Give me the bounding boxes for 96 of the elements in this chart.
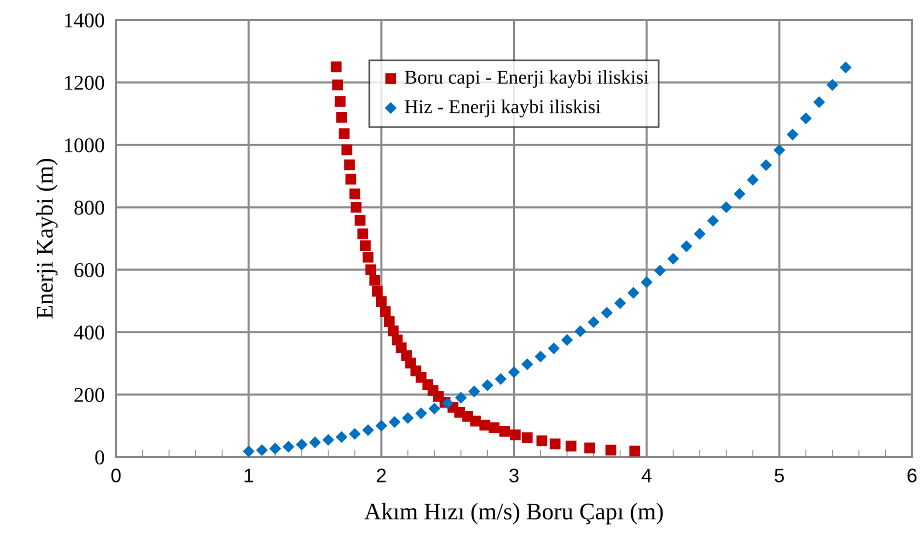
point xyxy=(521,358,534,370)
point xyxy=(349,188,360,200)
point xyxy=(629,446,640,456)
x-tick-label: 2 xyxy=(376,468,386,482)
point xyxy=(357,228,368,240)
point xyxy=(760,159,772,172)
point xyxy=(482,379,494,392)
x-tick-label: 4 xyxy=(642,468,652,482)
point xyxy=(499,426,510,437)
point xyxy=(786,128,798,140)
point xyxy=(415,407,428,420)
point xyxy=(330,61,342,72)
point xyxy=(375,420,388,432)
legend-label: Boru capi - Enerji kaybi iliskisi xyxy=(404,70,649,88)
point xyxy=(550,438,561,450)
point xyxy=(614,297,626,310)
point xyxy=(341,144,352,156)
point xyxy=(282,440,294,453)
point xyxy=(344,159,355,170)
y-tick-label: 0 xyxy=(95,450,104,464)
point xyxy=(296,438,308,450)
x-tick-label: 0 xyxy=(111,468,121,482)
point xyxy=(548,342,560,354)
point xyxy=(826,79,838,91)
point xyxy=(269,442,282,454)
point xyxy=(362,252,374,263)
point xyxy=(584,442,595,454)
point xyxy=(338,128,350,139)
point xyxy=(840,62,852,74)
point xyxy=(345,174,356,185)
point xyxy=(694,228,706,240)
point xyxy=(588,316,600,328)
point xyxy=(508,366,520,378)
point xyxy=(667,252,680,265)
point xyxy=(600,306,613,319)
point xyxy=(734,188,746,200)
x-axis-title: Akım Hızı (m/s) Boru Çapı (m) xyxy=(364,502,663,524)
point xyxy=(242,445,255,457)
point xyxy=(773,144,786,156)
x-tick-label: 6 xyxy=(908,468,917,482)
y-tick-label: 1000 xyxy=(65,138,104,152)
point xyxy=(720,201,732,214)
point xyxy=(654,264,666,277)
point xyxy=(707,214,719,227)
point xyxy=(494,373,507,385)
point xyxy=(628,286,640,299)
point xyxy=(336,431,348,443)
point xyxy=(322,434,334,446)
y-tick-label: 800 xyxy=(74,200,104,215)
point xyxy=(350,202,362,213)
point xyxy=(566,440,576,452)
point xyxy=(468,386,480,398)
y-tick-label: 400 xyxy=(74,326,104,340)
point xyxy=(800,112,812,124)
legend-label: Hiz - Enerji kaybi iliskisi xyxy=(404,100,601,118)
point xyxy=(455,392,467,404)
point xyxy=(360,240,371,252)
point xyxy=(428,402,440,415)
point xyxy=(680,240,692,252)
point xyxy=(534,350,546,362)
point xyxy=(332,80,343,90)
y-tick-label: 600 xyxy=(74,263,104,278)
point xyxy=(256,444,268,456)
point xyxy=(380,306,391,317)
y-tick-label: 1400 xyxy=(65,13,104,28)
point xyxy=(369,274,380,286)
point xyxy=(402,412,414,424)
point xyxy=(640,276,653,288)
point xyxy=(365,264,376,276)
point xyxy=(354,215,366,226)
point xyxy=(442,397,454,410)
x-tick-label: 5 xyxy=(774,468,784,482)
y-tick-label: 200 xyxy=(74,388,104,402)
point xyxy=(336,112,347,123)
point xyxy=(510,429,521,440)
point xyxy=(348,428,361,440)
point xyxy=(470,416,481,426)
point xyxy=(362,424,374,436)
point xyxy=(574,325,586,338)
point xyxy=(746,174,759,186)
point xyxy=(309,436,321,448)
y-axis-title: Enerji Kaybi (m) xyxy=(36,158,58,318)
point xyxy=(376,296,387,307)
point xyxy=(488,422,500,434)
point xyxy=(536,435,548,446)
x-tick-label: 3 xyxy=(509,468,519,482)
point xyxy=(813,96,826,108)
point xyxy=(561,334,573,346)
point xyxy=(334,96,346,107)
point xyxy=(605,444,616,456)
y-tick-label: 1200 xyxy=(65,76,104,90)
point xyxy=(388,416,400,428)
point xyxy=(384,316,395,327)
x-tick-label: 1 xyxy=(244,468,254,482)
point xyxy=(372,286,383,297)
point xyxy=(522,432,533,444)
